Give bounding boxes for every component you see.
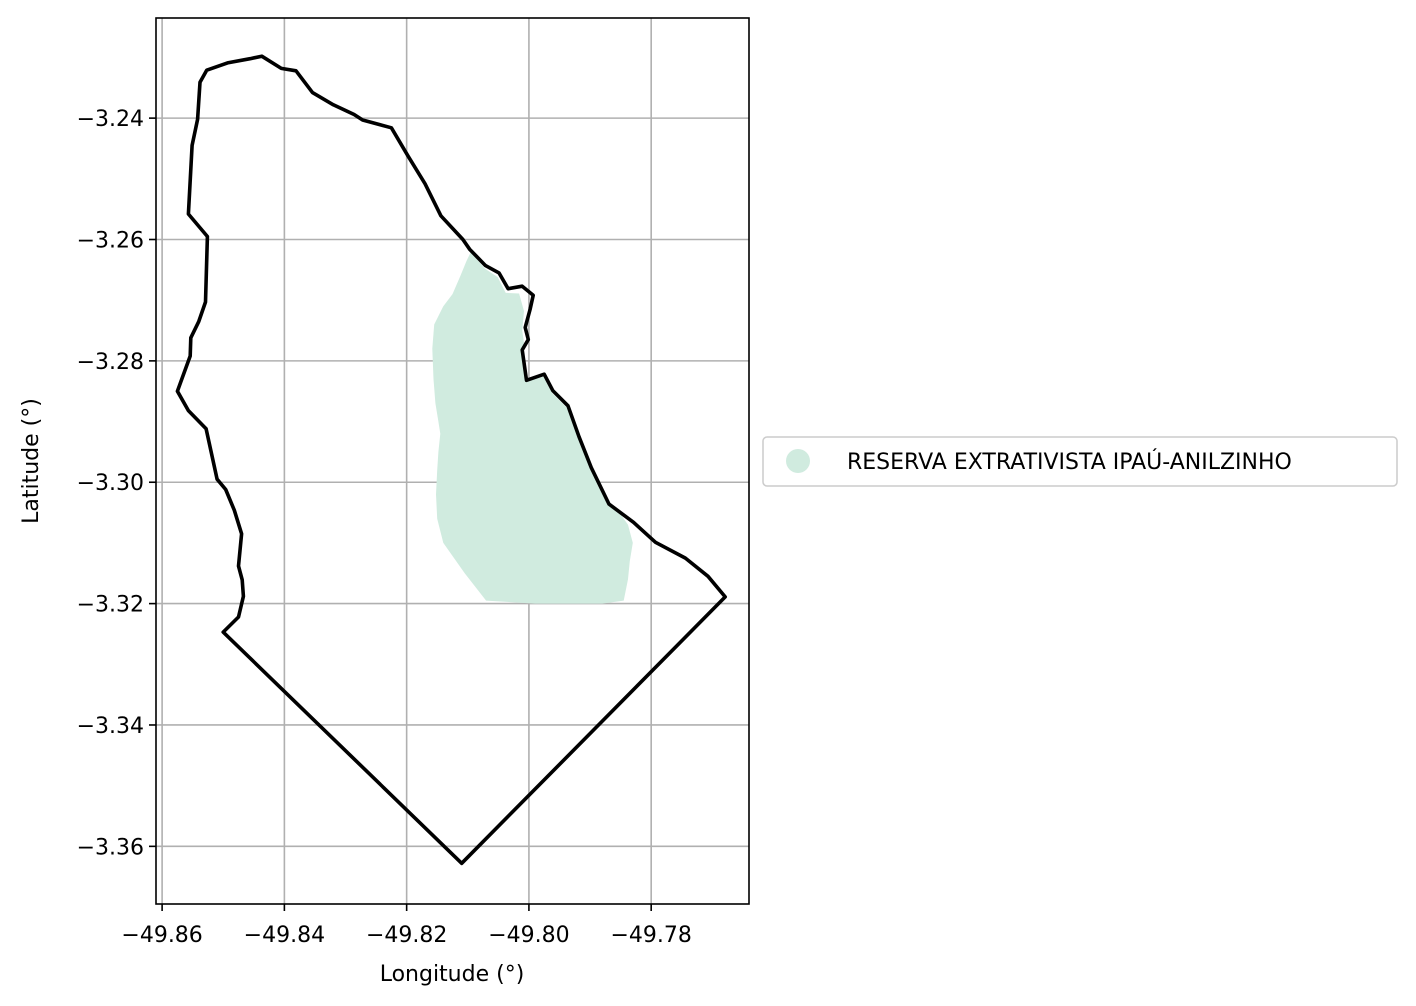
- legend-marker: [786, 449, 810, 473]
- y-tick-label: −3.24: [77, 107, 144, 132]
- y-tick-label: −3.26: [77, 229, 144, 254]
- legend: RESERVA EXTRATIVISTA IPAÚ-ANILZINHO: [762, 436, 1398, 487]
- x-tick-label: −49.86: [121, 923, 202, 948]
- y-tick-label: −3.36: [77, 835, 144, 860]
- y-tick-label: −3.28: [77, 350, 144, 375]
- y-axis-label: Latitude (°): [19, 398, 44, 524]
- y-axis-ticks: −3.24 −3.26 −3.28 −3.30 −3.32 −3.34 −3.36: [77, 107, 156, 860]
- legend-label: RESERVA EXTRATIVISTA IPAÚ-ANILZINHO: [847, 449, 1292, 475]
- grid-lines: [156, 18, 749, 904]
- legend-box: [762, 436, 1398, 487]
- y-tick-label: −3.34: [77, 714, 144, 739]
- x-tick-label: −49.80: [488, 923, 569, 948]
- y-tick-label: −3.32: [77, 593, 144, 618]
- x-tick-label: −49.82: [366, 923, 447, 948]
- plot-frame: [155, 17, 750, 905]
- y-tick-label: −3.30: [77, 471, 144, 496]
- municipality-boundary: [175, 54, 727, 866]
- x-tick-label: −49.84: [244, 923, 325, 948]
- map-layers: [175, 54, 727, 866]
- x-axis-label: Longitude (°): [380, 962, 525, 987]
- reserve-area-polygon: [432, 252, 633, 604]
- x-tick-label: −49.78: [610, 923, 691, 948]
- x-axis-ticks: −49.86 −49.84 −49.82 −49.80 −49.78: [121, 904, 692, 948]
